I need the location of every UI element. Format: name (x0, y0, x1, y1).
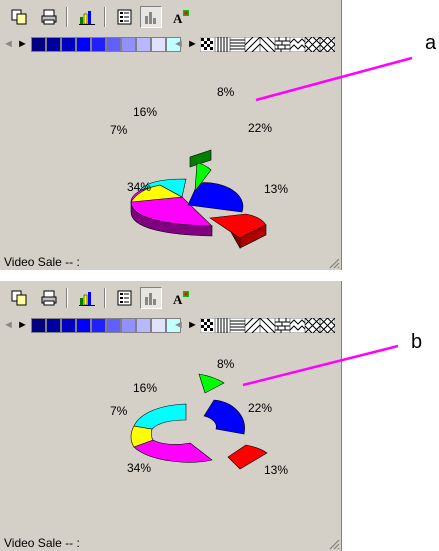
print-icon[interactable] (38, 287, 60, 309)
color-swatch[interactable] (106, 37, 121, 52)
color-swatch[interactable] (91, 318, 106, 333)
color-swatch[interactable] (46, 318, 61, 333)
bar-chart-icon[interactable] (76, 287, 98, 309)
pie-slice (194, 162, 212, 192)
color-swatch[interactable] (46, 37, 61, 52)
diamond-pattern-icon[interactable] (320, 37, 335, 52)
pie-slice (209, 213, 267, 239)
doughnut-chart-b: 8% 22% 13% 34% 7% 16% (110, 357, 288, 477)
scroll-left-icon[interactable]: ◄ (3, 38, 14, 50)
pie-slice (133, 439, 213, 463)
color-swatch[interactable] (76, 37, 91, 52)
pie-chart-a: 8% 22% 13% 34% 7% 16% (110, 85, 288, 250)
pct-label: 7% (110, 123, 128, 137)
color-swatch[interactable] (121, 318, 136, 333)
color-swatch[interactable] (61, 318, 76, 333)
chart-type-icon[interactable] (140, 6, 162, 28)
pct-label: 22% (248, 121, 272, 135)
palette-strip: ◄ ► ◄ ► (0, 36, 341, 54)
toolbar-separator (66, 288, 68, 308)
status-bar: Video Sale -- : (4, 536, 80, 550)
checker-pattern-icon[interactable] (200, 37, 215, 52)
color-swatch[interactable] (31, 318, 46, 333)
pattern-scroll-right-icon[interactable]: ► (187, 38, 198, 50)
chart-window-a: A ◄ ► ◄ ► (0, 0, 342, 270)
pct-label: 8% (217, 357, 235, 371)
legend-icon[interactable] (114, 6, 136, 28)
pie-slice (227, 444, 268, 470)
chart-type-icon[interactable] (140, 287, 162, 309)
color-swatch[interactable] (61, 37, 76, 52)
copy-icon[interactable] (8, 287, 30, 309)
pattern-scroll-right-icon[interactable]: ► (187, 319, 198, 331)
pct-label: 13% (264, 463, 288, 477)
status-bar: Video Sale -- : (4, 255, 80, 269)
pie-slice (203, 399, 245, 435)
print-icon[interactable] (38, 6, 60, 28)
color-swatch[interactable] (136, 37, 151, 52)
pct-label: 22% (248, 401, 272, 415)
color-swatch[interactable] (76, 318, 91, 333)
palette-strip: ◄ ► ◄ ► (0, 317, 341, 335)
color-swatch[interactable] (121, 37, 136, 52)
color-swatch[interactable] (151, 37, 166, 52)
color-swatch[interactable] (91, 37, 106, 52)
diagonal-pattern-icon[interactable] (245, 318, 260, 333)
pie-slice (198, 373, 225, 394)
resize-grip-icon[interactable] (328, 257, 340, 269)
brick-pattern-icon[interactable] (275, 318, 290, 333)
diagonal-back-pattern-icon[interactable] (260, 318, 275, 333)
scroll-right-icon[interactable]: ► (17, 319, 28, 331)
vertical-lines-pattern-icon[interactable] (215, 318, 230, 333)
scroll-right-icon[interactable]: ► (17, 38, 28, 50)
toolbar: A (0, 4, 341, 30)
pct-label: 16% (133, 381, 157, 395)
copy-icon[interactable] (8, 6, 30, 28)
pct-label: 13% (264, 182, 288, 196)
pct-label: 16% (133, 105, 157, 119)
pattern-scroll-left-icon[interactable]: ◄ (173, 319, 184, 331)
bar-chart-icon[interactable] (76, 6, 98, 28)
toolbar-separator (104, 288, 106, 308)
color-swatch[interactable] (166, 318, 181, 333)
color-swatch[interactable] (136, 318, 151, 333)
pct-label: 8% (217, 85, 235, 99)
resize-grip-icon[interactable] (328, 538, 340, 550)
diamond-pattern-icon[interactable] (320, 318, 335, 333)
annotation-label-a: a (425, 32, 437, 54)
pie-slice (139, 178, 187, 198)
pct-label: 34% (127, 180, 151, 194)
color-swatch[interactable] (31, 37, 46, 52)
pct-label: 34% (127, 461, 151, 475)
chart-window-b: A ◄ ► ◄ ► 8% 22% 1 (0, 281, 342, 551)
zigzag-pattern-icon[interactable] (290, 37, 305, 52)
vertical-lines-pattern-icon[interactable] (215, 37, 230, 52)
toolbar: A (0, 285, 341, 311)
toolbar-separator (104, 7, 106, 27)
crosshatch-pattern-icon[interactable] (305, 37, 320, 52)
svg-text:A: A (173, 292, 183, 307)
color-swatch[interactable] (166, 37, 181, 52)
zigzag-pattern-icon[interactable] (290, 318, 305, 333)
legend-icon[interactable] (114, 287, 136, 309)
diagonal-back-pattern-icon[interactable] (260, 37, 275, 52)
font-icon[interactable]: A (170, 287, 192, 309)
toolbar-separator (66, 7, 68, 27)
crosshatch-pattern-icon[interactable] (305, 318, 320, 333)
scroll-left-icon[interactable]: ◄ (3, 319, 14, 331)
horizontal-lines-pattern-icon[interactable] (230, 37, 245, 52)
brick-pattern-icon[interactable] (275, 37, 290, 52)
diagonal-pattern-icon[interactable] (245, 37, 260, 52)
pct-label: 7% (110, 404, 128, 418)
pattern-scroll-left-icon[interactable]: ◄ (173, 38, 184, 50)
svg-text:A: A (173, 11, 183, 26)
horizontal-lines-pattern-icon[interactable] (230, 318, 245, 333)
checker-pattern-icon[interactable] (200, 318, 215, 333)
color-swatch[interactable] (106, 318, 121, 333)
color-swatch[interactable] (151, 318, 166, 333)
font-icon[interactable]: A (170, 6, 192, 28)
pie-slice (133, 403, 187, 430)
annotation-label-b: b (411, 331, 423, 353)
